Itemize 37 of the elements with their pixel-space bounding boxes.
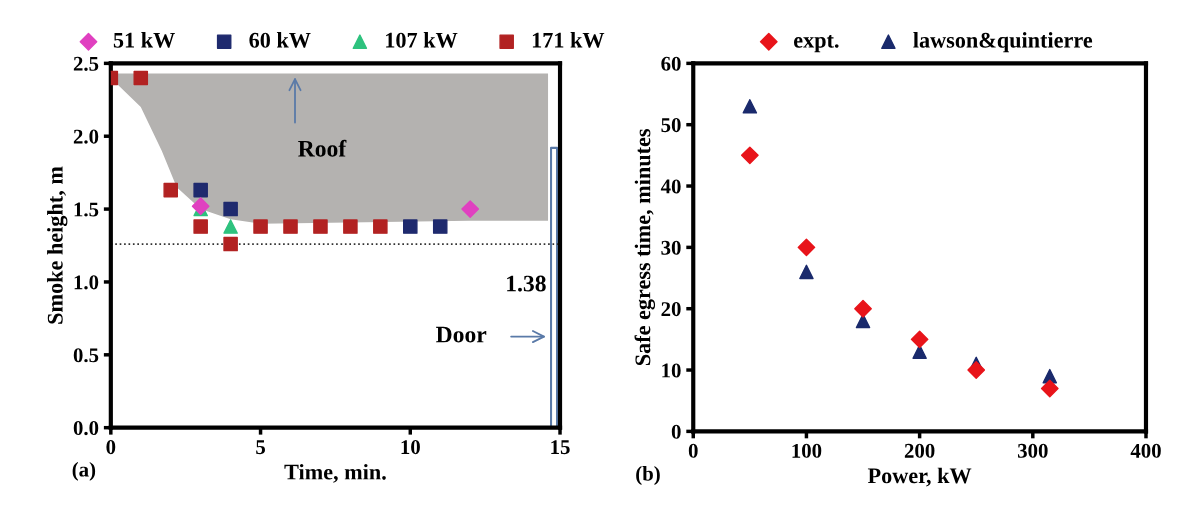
x-axis-title: Power, kW [867,467,972,487]
annotation: Door [436,326,487,343]
y-tick-label: 10 [662,363,681,378]
y-tick-label: 1.5 [74,202,99,217]
legend-label: 60 kW [249,32,311,48]
y-tick-label: 50 [661,118,681,133]
y-tick-label: 0.0 [73,421,99,436]
y-axis-title: Smoke height, m [47,166,68,324]
legend-label: 51 kW [113,32,175,48]
text: (b) [636,466,660,485]
x-tick-label: 300 [1017,443,1048,458]
y-tick-label: 20 [661,302,681,317]
legend-label: 171 kW [532,32,605,48]
y-tick-label: 2.5 [73,56,99,71]
legend-label: expt. [793,35,839,53]
y-tick-label: 30 [661,240,681,255]
y-tick-label: 0 [671,424,681,439]
annotation: Roof [298,139,347,157]
x-tick-label: 200 [904,443,935,458]
x-tick-label: 5 [256,440,266,455]
x-tick-label: 400 [1130,443,1161,458]
y-tick-label: 1.0 [74,275,99,290]
x-tick-label: 100 [792,443,822,458]
y-tick-label: 60 [661,56,681,71]
annotation: 1.38 [507,275,546,292]
x-tick-label: 0 [688,443,698,458]
y-axis-title: Safe egress time, minutes [634,129,656,366]
y-tick-label: 2.0 [73,129,99,144]
x-axis-title: Time, min. [284,463,386,483]
text: (a) [72,461,96,481]
y-tick-label: 0.5 [73,348,99,363]
x-tick-label: 10 [401,440,420,455]
x-tick-label: 15 [551,440,570,455]
legend-label: 107 kW [386,32,458,48]
x-tick-label: 0 [106,440,116,455]
legend-label: lawson&quintierre [913,32,1093,53]
y-tick-label: 40 [660,179,681,194]
